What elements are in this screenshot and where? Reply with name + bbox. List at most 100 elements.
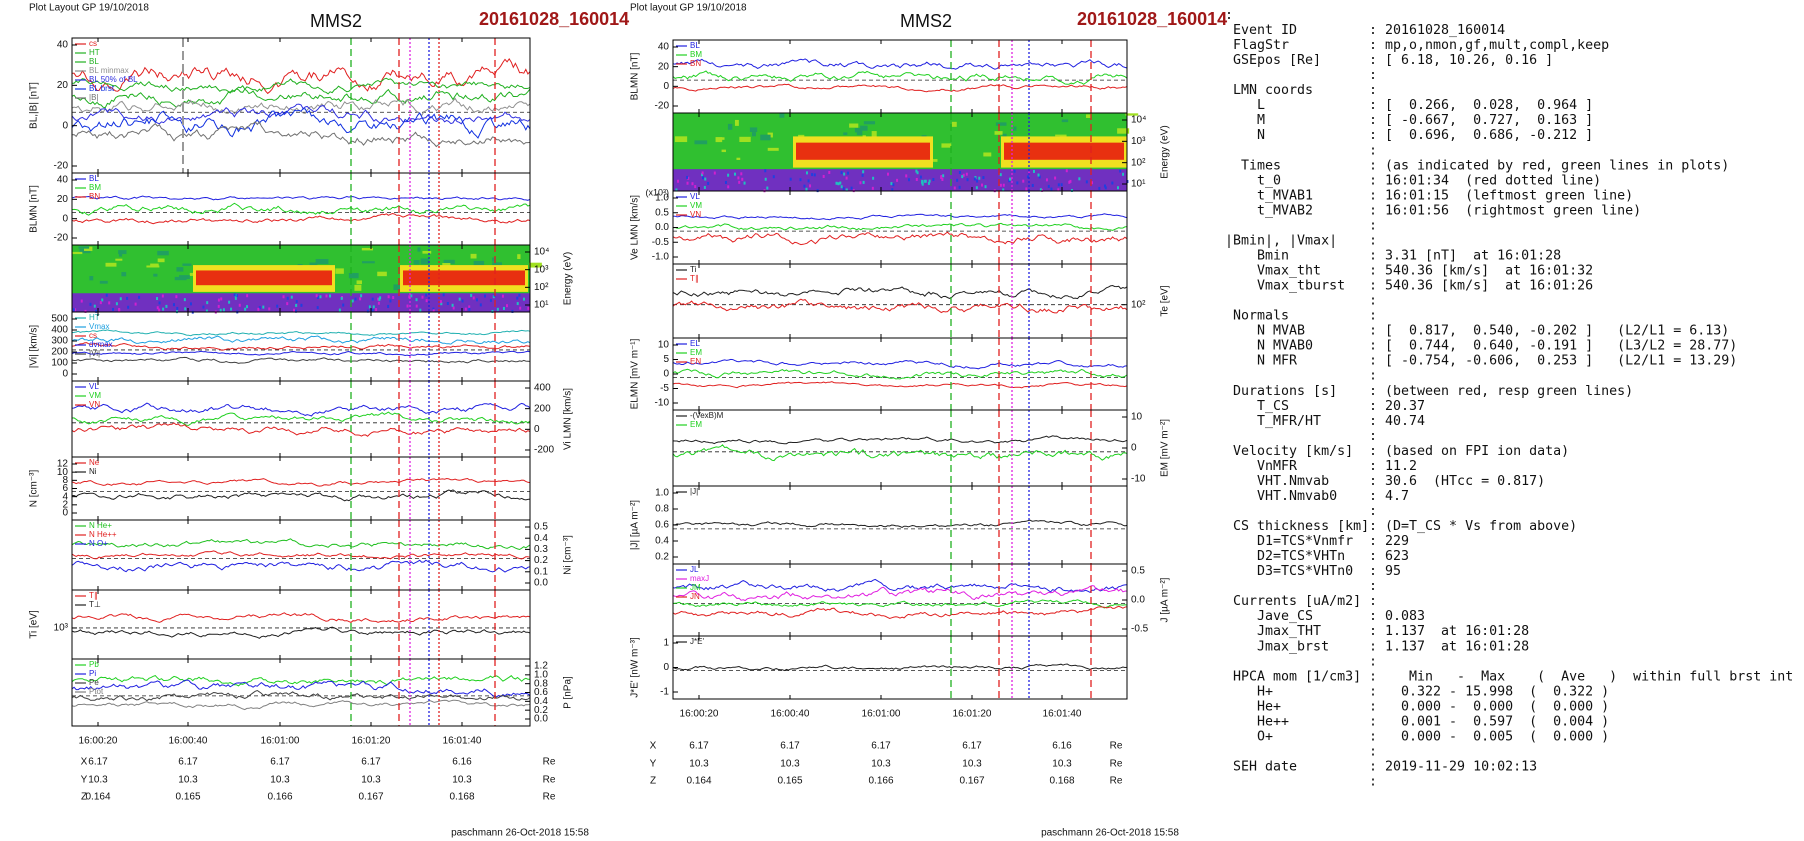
info-value: : 0.322 - 15.998 ( 0.322 ) [1369, 684, 1609, 699]
spectrogram-low-noise [999, 173, 1002, 177]
spectrogram-low-noise [519, 306, 522, 310]
legend-label: Ti [690, 265, 697, 274]
spectrogram-low-noise [843, 172, 846, 176]
ephem-name: X [650, 741, 657, 752]
info-key: M [1225, 113, 1265, 128]
spectrogram-low-noise [496, 307, 499, 311]
legend-label: JN [690, 592, 700, 601]
spectrogram-low-noise [707, 181, 710, 185]
spectrogram-low-noise [892, 183, 895, 187]
spectrogram-low-noise [805, 187, 808, 191]
legend-label: N He+ [89, 521, 112, 530]
axis-label: BLMN [nT] [630, 52, 641, 100]
info-value: : (between red, resp green lines) [1369, 384, 1633, 399]
legend-label: BN [690, 59, 701, 68]
spectrogram-low-noise [743, 181, 746, 185]
info-value: : 0.000 - 0.000 ( 0.000 ) [1369, 699, 1609, 714]
spectrogram-low-noise [93, 304, 96, 308]
spectrogram-low-noise [842, 187, 845, 191]
spectrogram-noise [994, 131, 1003, 135]
spectrogram-low-noise [101, 298, 104, 302]
ephem-unit: Re [1110, 759, 1123, 770]
event-title: 20161028_160014 [479, 9, 629, 29]
trace [71, 626, 531, 639]
spectrogram-low-noise [464, 307, 467, 311]
spectrogram-low-noise [206, 301, 209, 305]
info-key: N MVAB0 [1225, 339, 1313, 354]
info-key: GSEpos [Re] [1225, 53, 1321, 68]
spectrogram-low-noise [1013, 169, 1016, 173]
info-value: : 623 [1369, 549, 1409, 564]
spectrogram-low-noise [1008, 179, 1011, 183]
legend-label: VL [690, 192, 700, 201]
ephem-value: 10.3 [871, 759, 891, 770]
trace [71, 212, 531, 225]
info-value: : 540.36 [km/s] at 16:01:26 [1369, 279, 1593, 294]
legend-label: N O+ [89, 539, 108, 548]
tick-label: 0 [62, 213, 68, 224]
info-value: : [1369, 504, 1377, 519]
info-value: : 11.2 [1369, 459, 1417, 474]
tick-label: 10¹ [1131, 179, 1146, 190]
spectrogram-low-noise [230, 307, 233, 311]
spectrogram-noise [995, 122, 1007, 126]
info-key: Jave_CS [1225, 609, 1313, 624]
tick-label: 40 [57, 175, 69, 186]
spectrogram-low-noise [522, 297, 525, 301]
spectrogram-low-noise [516, 302, 519, 306]
tick-label: 300 [51, 336, 68, 347]
ephem-name: Z [650, 776, 656, 787]
x-tick-label: 16:00:40 [169, 736, 208, 747]
spectrogram-noise [1117, 128, 1130, 134]
x-tick-label: 16:01:20 [953, 709, 992, 720]
spectrogram-noise [492, 262, 502, 268]
tick-label: 0.5 [1131, 566, 1145, 577]
spectrogram-low-noise [727, 185, 730, 189]
spectrogram-low-noise [377, 301, 380, 305]
spectrogram-low-noise [741, 177, 744, 181]
spectrogram-noise [72, 251, 83, 255]
spectrogram-low-noise [440, 302, 443, 306]
info-key: Normals [1225, 309, 1289, 324]
spectrogram-low-noise [505, 304, 508, 308]
spectrogram-noise [361, 261, 375, 264]
legend-label: |J| [690, 487, 698, 496]
legend-label: BN [89, 192, 100, 201]
spectrogram-low-noise [491, 309, 494, 313]
info-value: : [1369, 744, 1377, 759]
spectrogram-low-noise [294, 309, 297, 313]
spectrogram-low-noise [1002, 183, 1005, 187]
info-key: T_CS [1225, 399, 1289, 414]
event-title: 20161028_160014 [1077, 9, 1227, 29]
spectrogram-low-noise [172, 303, 175, 307]
info-value: : (based on FPI ion data) [1369, 444, 1569, 459]
spectrogram-low-noise [953, 186, 956, 190]
legend-label: |Vi| [89, 349, 100, 358]
tick-label: 1.2 [534, 661, 548, 672]
spectrogram-noise [84, 246, 93, 251]
spectrogram-low-noise [862, 170, 865, 174]
spectrogram-low-noise [1039, 188, 1042, 192]
spectrogram-low-noise [468, 305, 471, 309]
spectrogram-low-noise [99, 301, 102, 305]
x-tick-label: 16:01:00 [261, 736, 300, 747]
spectrogram-low-noise [258, 306, 261, 310]
spectrogram-low-noise [961, 175, 964, 179]
spectrogram-low-noise [737, 176, 740, 180]
tick-label: 10 [658, 340, 670, 351]
spectrogram-noise [309, 262, 318, 266]
panel: 10⁴ 10³ 10² 10¹ Energy (eV) [672, 112, 1171, 193]
legend-label: J*E' [690, 637, 704, 646]
axis-label: BLMN [nT] [29, 185, 40, 233]
trace [672, 605, 1128, 620]
spectrogram-low-noise [845, 176, 848, 180]
trace [71, 202, 531, 216]
axis-note: (x10³) [645, 187, 669, 197]
trace [672, 599, 1128, 609]
spectrogram-noise [470, 253, 477, 259]
tick-label: -1.0 [652, 252, 670, 263]
info-value: : [1369, 143, 1377, 158]
info-value: : 540.36 [km/s] at 16:01:32 [1369, 264, 1593, 279]
axis-label: Ni [cm⁻³] [563, 535, 574, 575]
spectrogram-low-noise [805, 171, 808, 175]
